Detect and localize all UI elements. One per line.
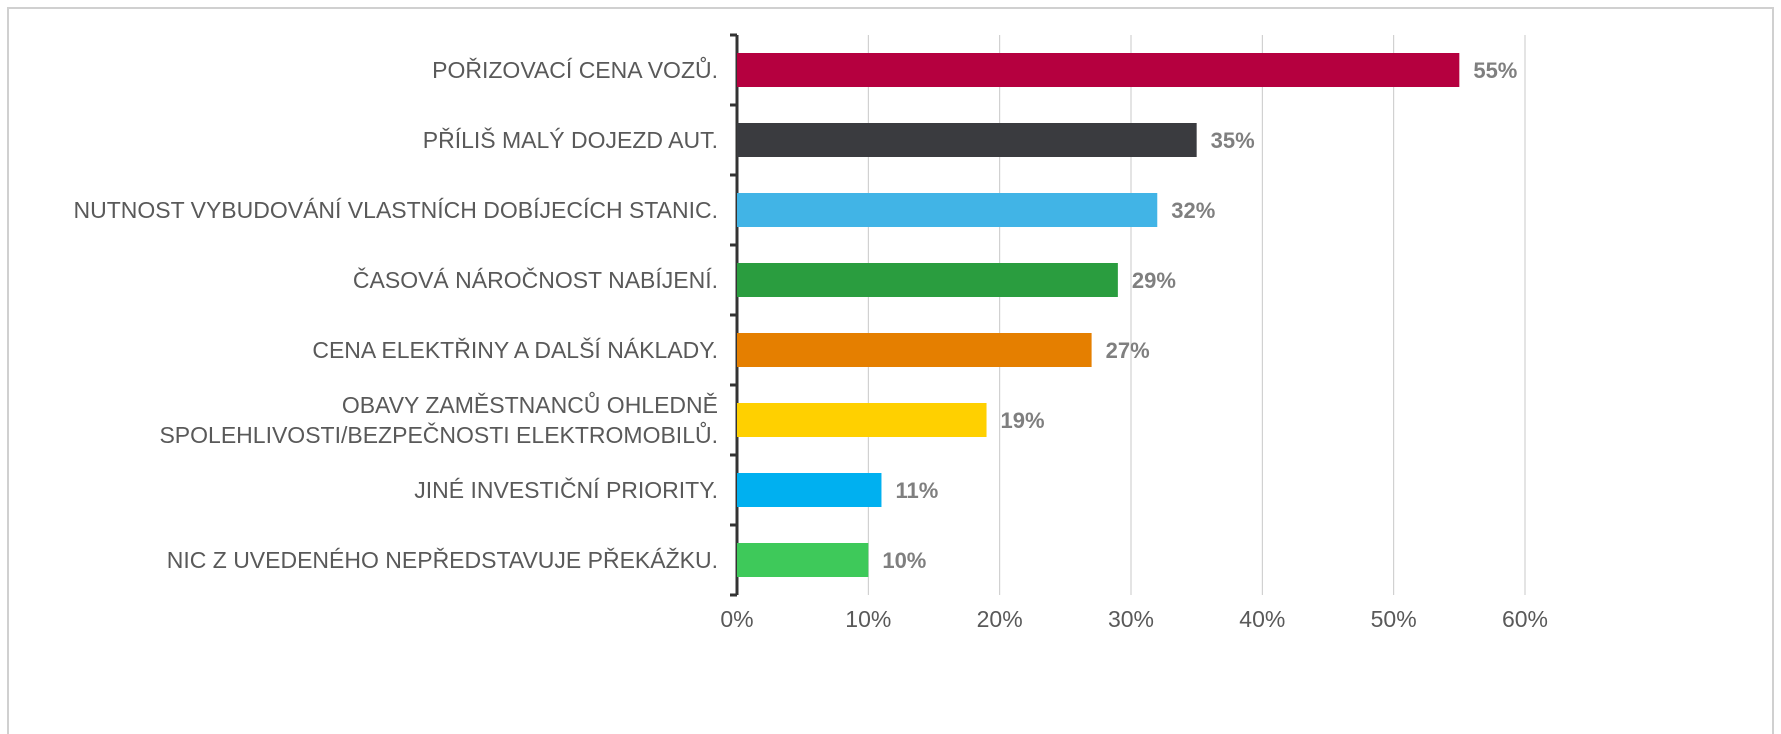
category-label: NIC Z UVEDENÉHO NEPŘEDSTAVUJE PŘEKÁŽKU. bbox=[166, 547, 718, 573]
value-label: 55% bbox=[1473, 58, 1517, 83]
value-label: 19% bbox=[1001, 408, 1045, 433]
x-tick-label: 20% bbox=[977, 606, 1023, 632]
bar bbox=[737, 263, 1118, 297]
x-tick-label: 40% bbox=[1239, 606, 1285, 632]
value-label: 32% bbox=[1171, 198, 1215, 223]
category-label: NUTNOST VYBUDOVÁNÍ VLASTNÍCH DOBÍJECÍCH … bbox=[73, 197, 718, 223]
x-tick-label: 30% bbox=[1108, 606, 1154, 632]
frame bbox=[7, 7, 1774, 734]
x-tick-label: 60% bbox=[1502, 606, 1548, 632]
value-label: 11% bbox=[895, 478, 938, 503]
value-label: 27% bbox=[1106, 338, 1150, 363]
bar bbox=[737, 473, 882, 507]
bar bbox=[737, 53, 1460, 87]
bar bbox=[737, 333, 1092, 367]
bar bbox=[737, 403, 987, 437]
category-label: POŘIZOVACÍ CENA VOZŮ. bbox=[432, 57, 718, 83]
value-label: 29% bbox=[1132, 268, 1176, 293]
x-tick-label: 10% bbox=[845, 606, 891, 632]
bar bbox=[737, 193, 1158, 227]
category-label: ČASOVÁ NÁROČNOST NABÍJENÍ. bbox=[352, 267, 718, 293]
bar bbox=[737, 123, 1197, 157]
bar bbox=[737, 543, 869, 577]
value-label: 10% bbox=[882, 548, 926, 573]
x-tick-label: 50% bbox=[1371, 606, 1417, 632]
value-label: 35% bbox=[1211, 128, 1255, 153]
category-label: OBAVY ZAMĚSTNANCŮ OHLEDNĚ SPOLEHLIVOSTI/… bbox=[159, 392, 718, 448]
x-tick-label: 0% bbox=[720, 606, 753, 632]
category-label: JINÉ INVESTIČNÍ PRIORITY. bbox=[414, 477, 718, 503]
category-label: PŘÍLIŠ MALÝ DOJEZD AUT. bbox=[422, 127, 718, 153]
category-label: CENA ELEKTŘINY A DALŠÍ NÁKLADY. bbox=[312, 337, 718, 363]
